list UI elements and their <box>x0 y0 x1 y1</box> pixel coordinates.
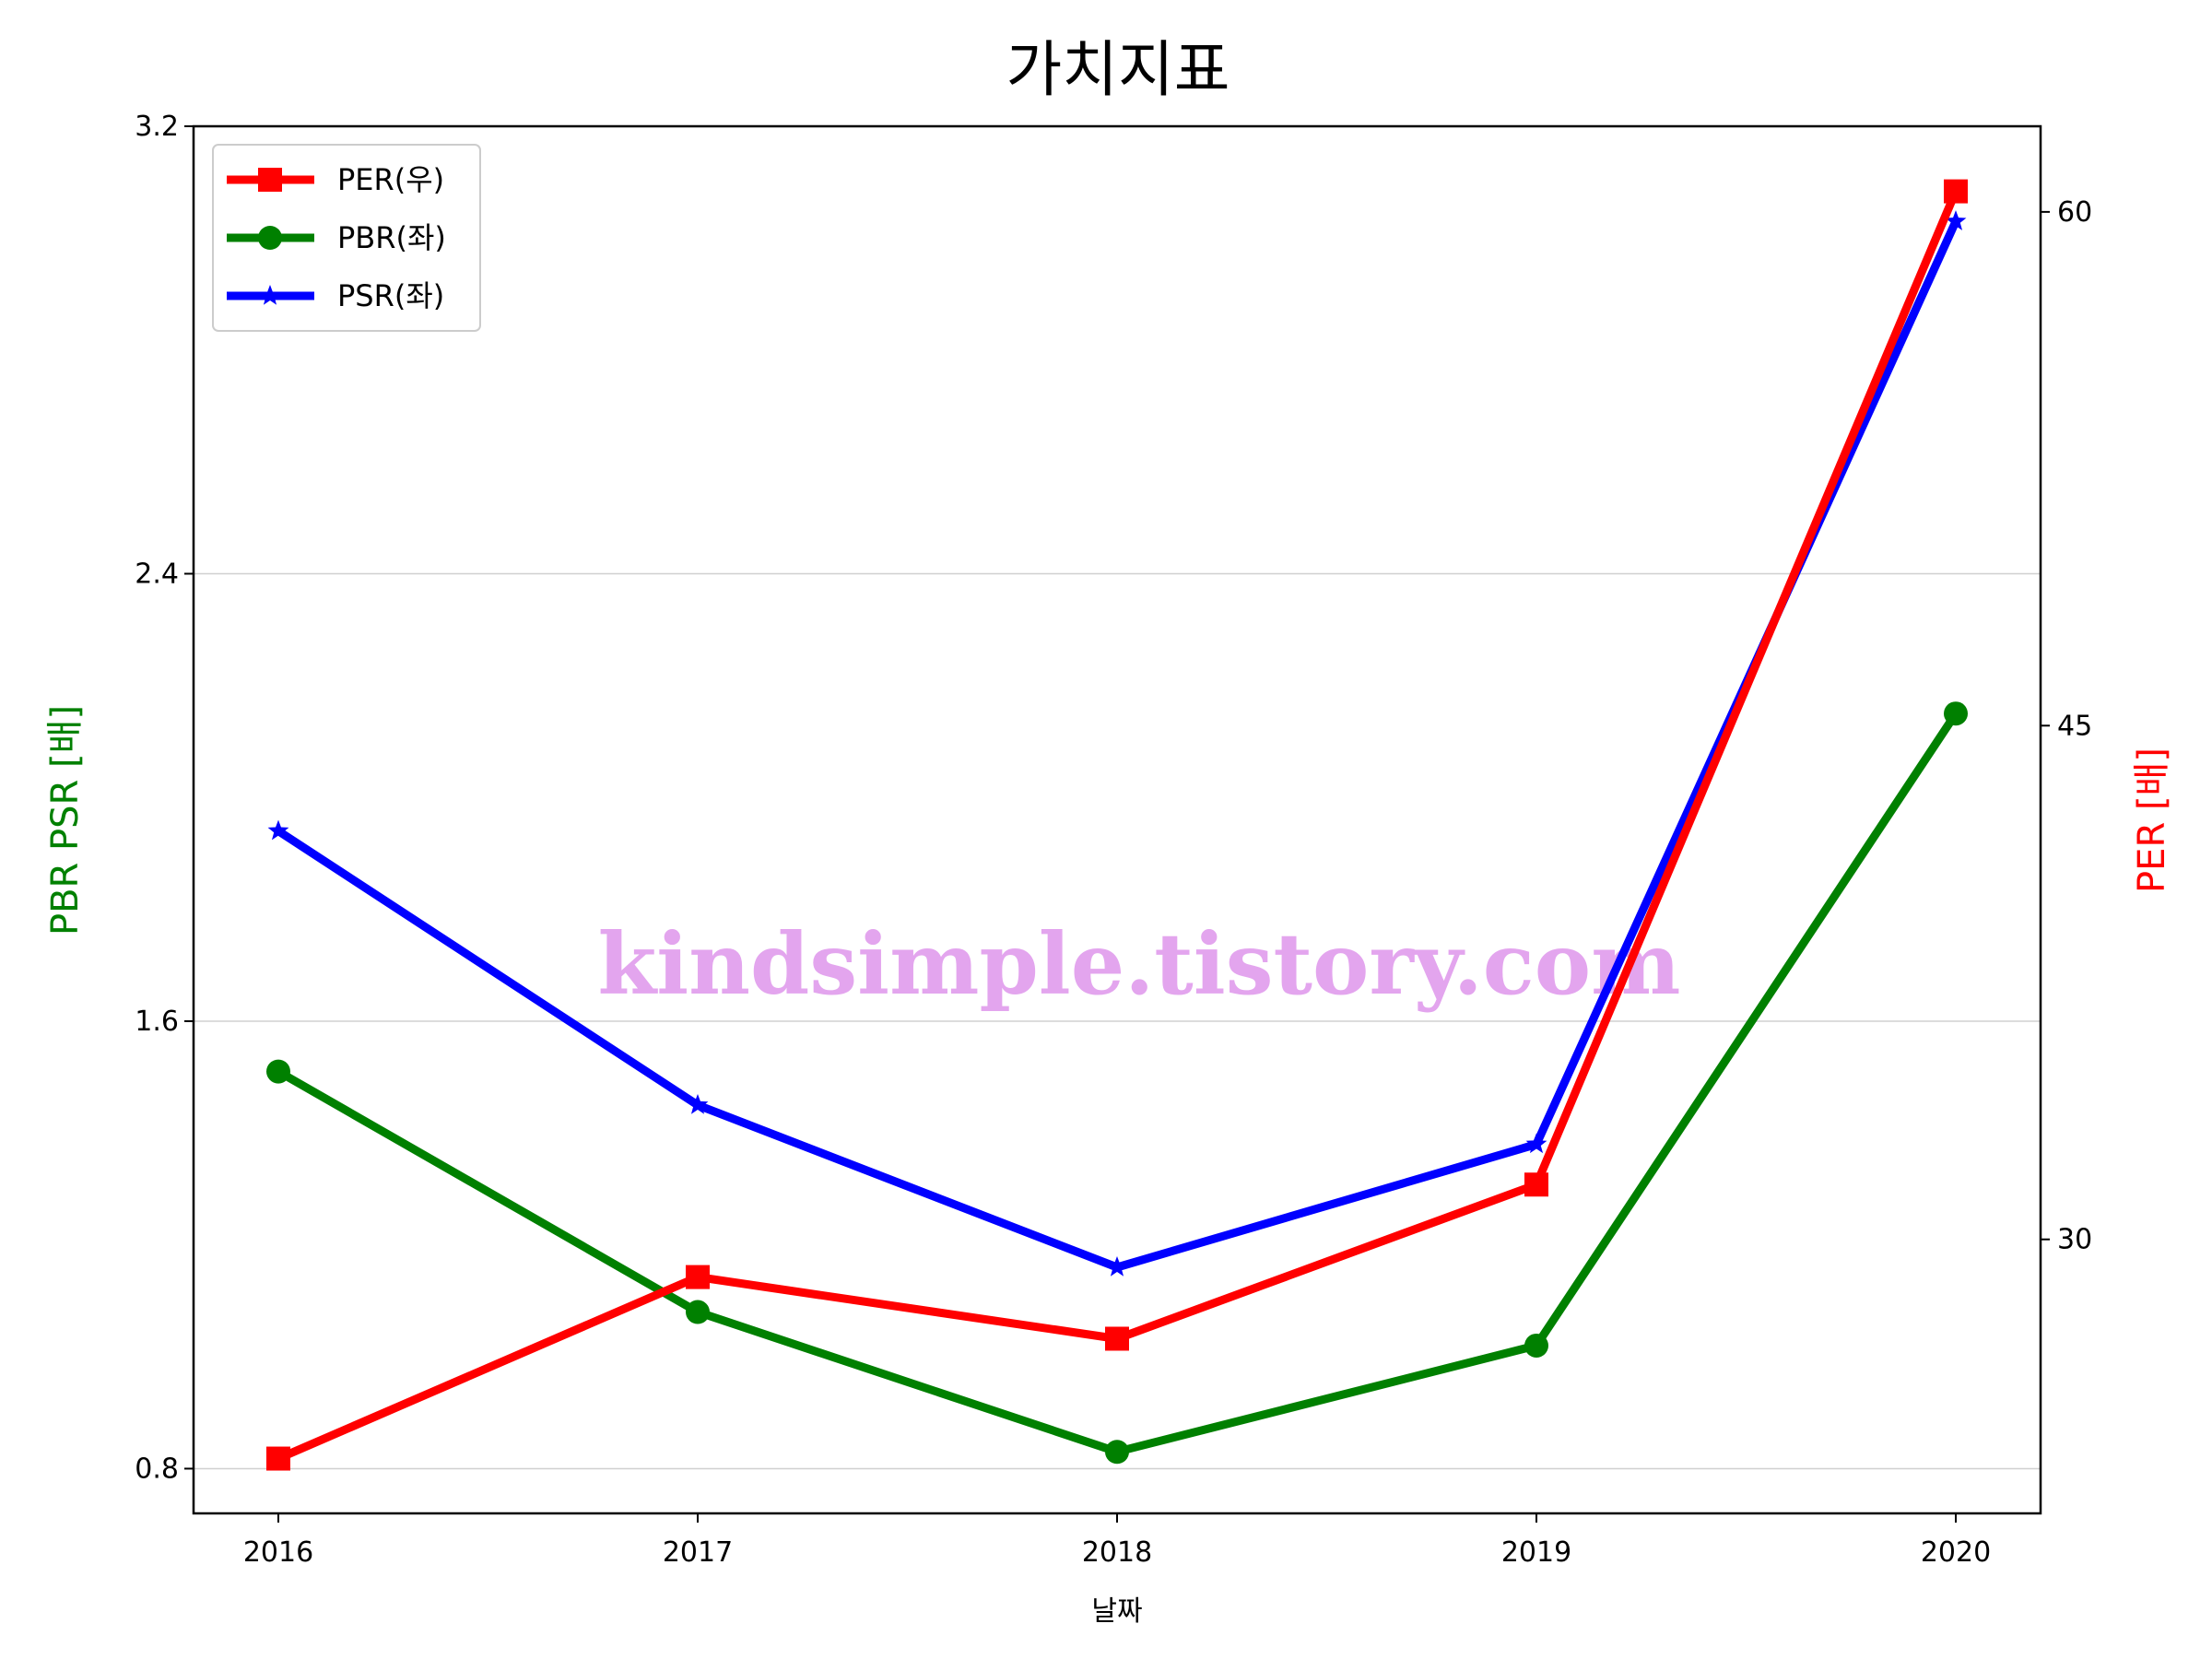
data-point <box>1525 1133 1547 1154</box>
data-point <box>266 1446 290 1471</box>
axes-layer: 0.8 1.6 2.4 3.2 30 45 60 2016 2017 2018 2019 2020 <box>135 111 2092 1569</box>
series-0 <box>266 179 1968 1471</box>
data-point <box>1945 210 1967 230</box>
right-axis-tick-label: 45 <box>2057 710 2092 742</box>
data-point <box>1105 1440 1129 1465</box>
legend-label: PSR(좌) <box>337 278 444 313</box>
data-point <box>1106 1255 1128 1277</box>
left-axis-tick-label: 3.2 <box>135 111 179 143</box>
x-axis-tick-label: 2018 <box>1082 1536 1152 1569</box>
data-point <box>1105 1326 1129 1351</box>
left-axis-tick-label: 2.4 <box>135 558 179 590</box>
left-axis-title: PBR PSR [배] <box>44 705 87 935</box>
legend-label: PER(우) <box>337 162 444 197</box>
left-axis-tick-label: 0.8 <box>135 1453 179 1485</box>
data-point <box>266 1059 290 1084</box>
series-layer <box>266 179 1968 1471</box>
data-point <box>1524 1333 1548 1358</box>
left-axis-tick-label: 1.6 <box>135 1006 179 1038</box>
x-axis-tick-label: 2020 <box>1921 1536 1991 1569</box>
x-axis-title: 날짜 <box>1091 1595 1142 1628</box>
right-axis-tick-label: 30 <box>2057 1224 2092 1256</box>
legend: PER(우) PBR(좌) PSR(좌) <box>212 144 481 332</box>
x-axis-tick-label: 2016 <box>243 1536 313 1569</box>
legend-swatch-marker <box>259 285 281 305</box>
data-point <box>267 819 289 841</box>
data-point <box>686 1300 710 1324</box>
legend-swatch-marker <box>258 168 282 192</box>
watermark-text: kindsimple.tistory.com <box>597 914 1680 1014</box>
x-axis-tick-label: 2019 <box>1501 1536 1571 1569</box>
legend-label: PBR(좌) <box>337 220 446 255</box>
right-axis-title: PER [배] <box>2131 747 2173 893</box>
data-point <box>1944 701 1968 726</box>
data-point <box>687 1094 709 1114</box>
right-axis-tick-label: 60 <box>2057 196 2092 229</box>
chart-title: 가치지표 <box>1006 34 1230 105</box>
data-point <box>1944 179 1968 204</box>
grid-lines <box>194 572 2041 1470</box>
series-2 <box>267 210 1967 1277</box>
legend-swatch-marker <box>258 226 282 250</box>
data-point <box>1524 1172 1548 1197</box>
data-point <box>686 1265 710 1289</box>
series-1 <box>266 701 1968 1465</box>
x-axis-tick-label: 2017 <box>663 1536 733 1569</box>
